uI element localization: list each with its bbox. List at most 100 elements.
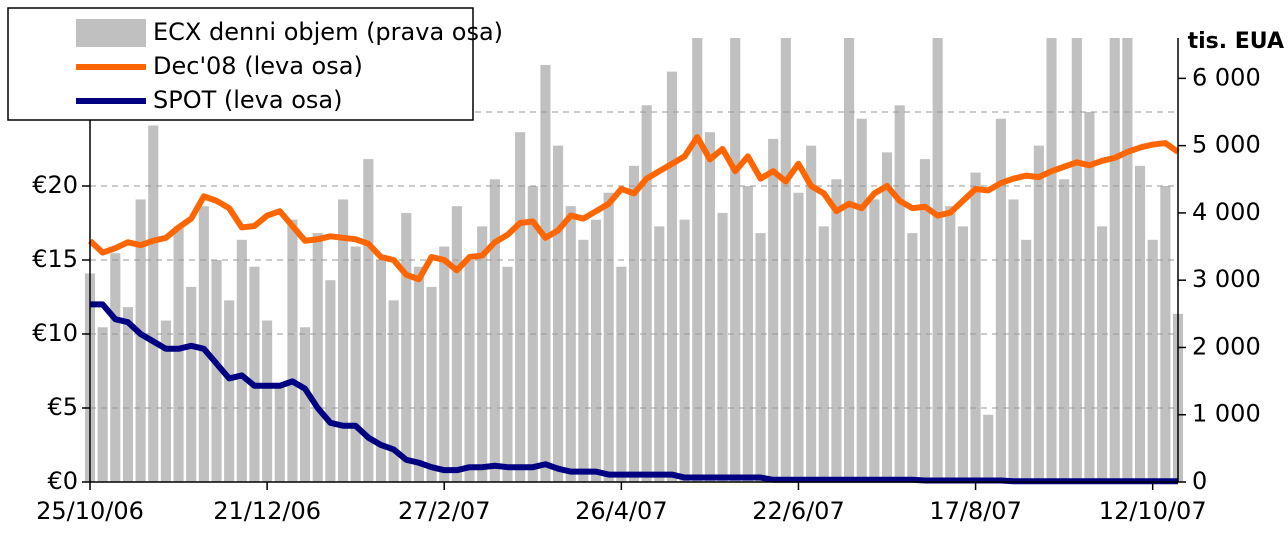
bar (730, 38, 741, 482)
bar (426, 286, 437, 482)
bar (401, 212, 412, 482)
bar (856, 118, 867, 483)
bar (515, 132, 526, 482)
bar (148, 125, 159, 483)
bar (337, 199, 349, 483)
bar (970, 172, 981, 482)
legend: ECX denni objem (prava osa) Dec'08 (leva … (7, 7, 503, 121)
bar (375, 260, 387, 482)
bar (894, 105, 905, 482)
bar (1160, 186, 1171, 482)
bar (489, 179, 500, 483)
bar (350, 246, 361, 482)
bar (224, 300, 235, 482)
bar (995, 118, 1006, 483)
bar (1059, 179, 1070, 483)
bar (957, 226, 968, 482)
x-tick-label: 27/2/07 (398, 497, 491, 525)
bar (881, 152, 893, 482)
bar (110, 253, 121, 482)
bar (768, 138, 779, 482)
bar (262, 320, 273, 482)
bar (628, 165, 640, 482)
bar (616, 266, 627, 482)
bar (641, 105, 652, 482)
bar (1008, 199, 1019, 483)
bar (831, 179, 842, 483)
bar (122, 307, 134, 482)
bar (1033, 145, 1044, 483)
bar (413, 266, 424, 482)
bar (565, 206, 576, 482)
bar (287, 219, 298, 483)
bar (540, 64, 551, 482)
bar (755, 233, 766, 482)
bar (388, 300, 399, 482)
bar (945, 206, 956, 482)
bar (818, 226, 829, 482)
bar (919, 159, 931, 482)
y2-tick-label: 0 (1192, 467, 1207, 495)
legend-swatch (76, 19, 146, 47)
x-tick-label: 22/6/07 (752, 497, 845, 525)
bar (477, 226, 488, 482)
y-tick-label: €5 (47, 393, 78, 421)
y2-tick-label: 6 000 (1192, 63, 1261, 91)
bar (439, 246, 450, 482)
x-tick-label: 12/10/07 (1099, 497, 1207, 525)
bar (742, 186, 753, 482)
bar (236, 239, 247, 482)
bar (1071, 38, 1082, 482)
legend-label: SPOT (leva osa) (153, 86, 342, 114)
x-tick-label: 25/10/06 (36, 497, 144, 525)
bar (553, 145, 564, 483)
legend-label: Dec'08 (leva osa) (153, 52, 363, 80)
y-tick-label: €10 (32, 319, 78, 347)
bar (274, 387, 285, 482)
y2-axis-title: tis. EUA (1188, 29, 1284, 54)
bar (578, 239, 589, 482)
bar (1147, 239, 1158, 482)
bar (502, 266, 513, 482)
bar (983, 414, 994, 482)
x-tick-label: 26/4/07 (575, 497, 668, 525)
y-tick-label: €20 (32, 171, 78, 199)
bar (173, 226, 184, 482)
bar (135, 199, 146, 483)
bar (186, 286, 197, 482)
plot-area (84, 38, 1184, 485)
bar (198, 206, 209, 482)
bar (325, 280, 336, 482)
bar (1097, 226, 1108, 482)
bar (590, 219, 602, 483)
y-tick-label: €15 (32, 245, 78, 273)
bar (793, 192, 804, 482)
bar (806, 145, 817, 483)
y2-tick-label: 5 000 (1192, 131, 1261, 159)
bar (1134, 165, 1146, 482)
bar (603, 192, 614, 482)
bar (249, 266, 260, 482)
bar (97, 327, 108, 482)
bar (363, 159, 374, 482)
bar (654, 226, 665, 482)
bar (679, 219, 690, 483)
bar (211, 260, 222, 482)
line (87, 134, 1180, 283)
bar (717, 212, 728, 482)
y2-tick-label: 3 000 (1192, 265, 1261, 293)
bar (451, 206, 462, 482)
bar (1084, 112, 1095, 482)
bar (464, 260, 475, 482)
y2-tick-label: 4 000 (1192, 198, 1261, 226)
x-tick-label: 17/8/07 (929, 497, 1022, 525)
y-tick-label: €0 (47, 467, 78, 495)
x-tick-label: 21/12/06 (213, 497, 321, 525)
line (90, 301, 1178, 485)
bar (869, 199, 880, 483)
y2-tick-label: 2 000 (1192, 332, 1261, 360)
bar (704, 132, 715, 482)
bar (666, 71, 678, 483)
bar (1021, 239, 1032, 482)
